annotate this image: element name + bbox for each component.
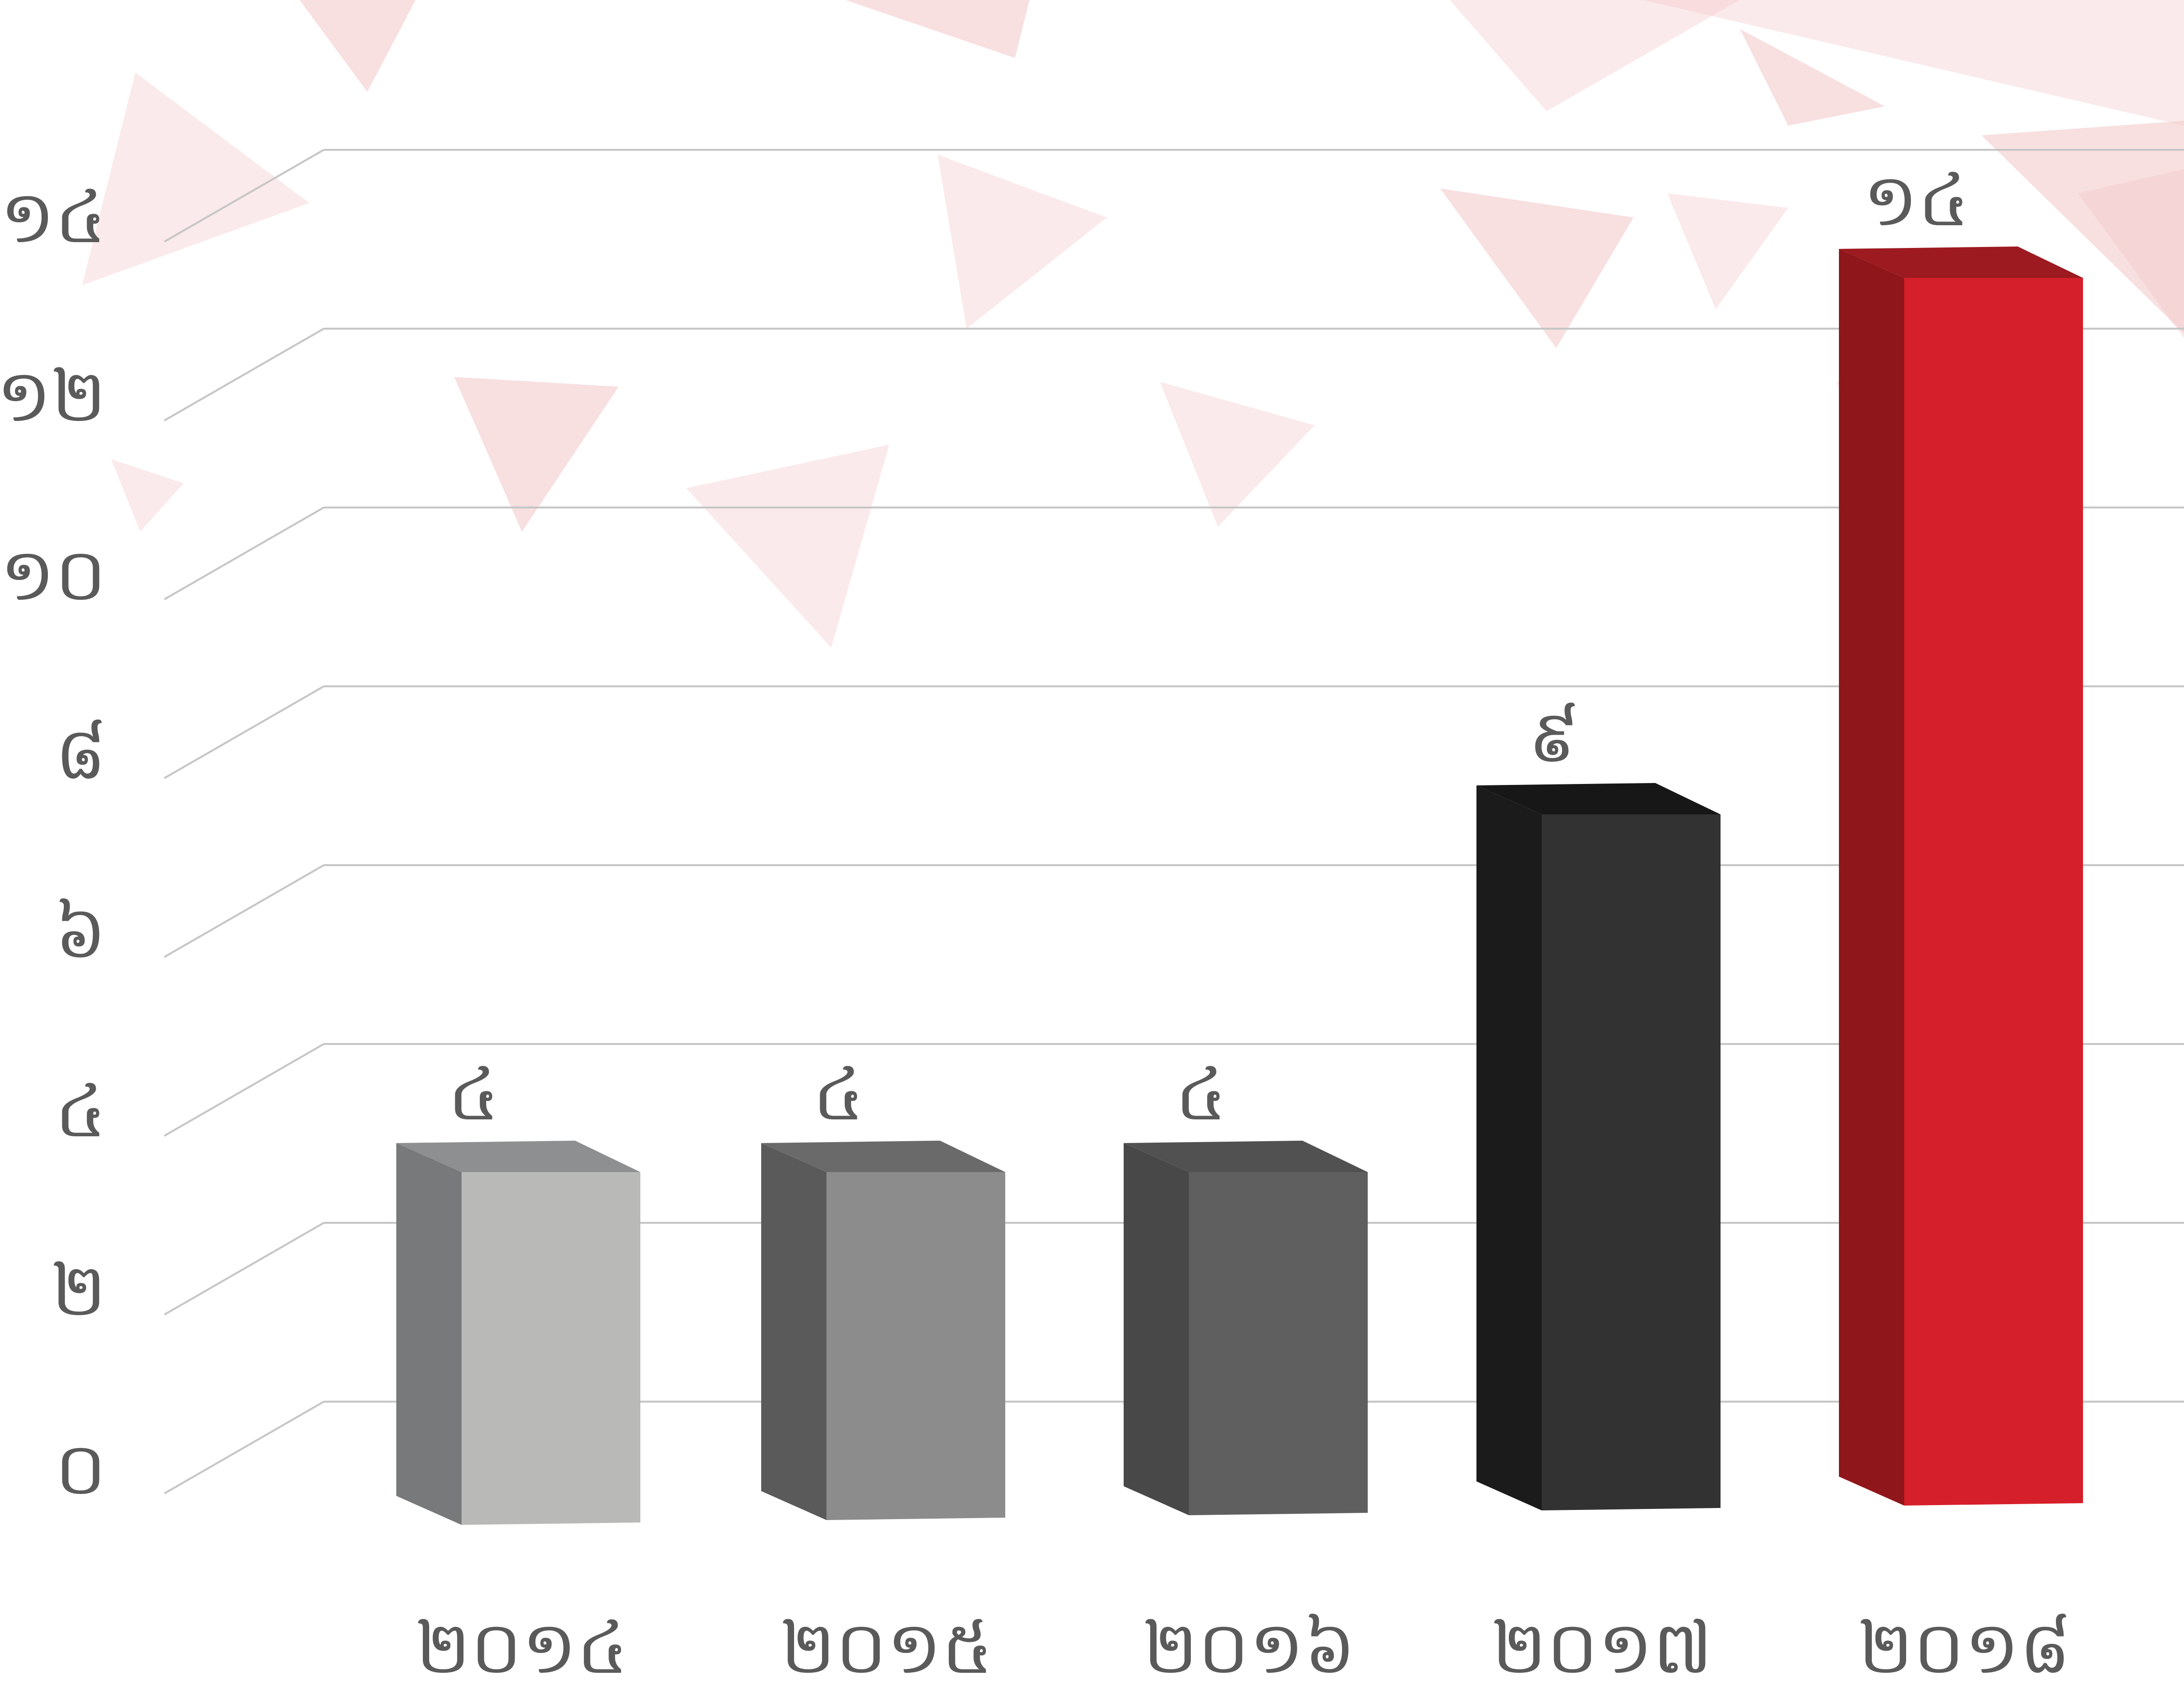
bar-front-1 — [826, 1172, 1005, 1520]
y-tick-label-7: ១៤ — [0, 175, 106, 260]
y-tick-label-4: ៨ — [55, 712, 106, 796]
value-label-2: ៤ — [1175, 1053, 1227, 1137]
bar-side-2 — [1124, 1143, 1189, 1515]
bar-front-3 — [1542, 814, 1721, 1510]
decor-triangle — [2078, 169, 2184, 338]
bars — [396, 246, 2083, 1525]
decor-triangle — [1982, 121, 2184, 333]
x-category-label-3: ២០១៧ — [1492, 1606, 1712, 1690]
y-tick-label-1: ២ — [51, 1248, 106, 1333]
x-category-label-1: ២០១៥ — [781, 1606, 993, 1690]
bar-top-4 — [1839, 246, 2083, 278]
y-tick-label-5: ១០ — [0, 533, 106, 617]
decor-triangle — [1450, 0, 1740, 111]
value-label-4: ១៤ — [1863, 159, 1969, 243]
grid-edge-0 — [164, 1401, 324, 1494]
decor-triangle — [111, 459, 184, 532]
bar-side-3 — [1476, 785, 1542, 1510]
decor-triangle — [454, 377, 619, 532]
bar-top-3 — [1476, 783, 1721, 814]
bar-front-0 — [462, 1172, 640, 1525]
y-tick-label-2: ៤ — [55, 1070, 106, 1154]
value-label-0: ៤ — [448, 1053, 499, 1137]
bar-top-2 — [1124, 1141, 1368, 1172]
decor-triangle — [686, 445, 889, 648]
decor-triangle — [300, 0, 416, 92]
x-axis-labels: ២០១៤ ២០១៥ ២០១៦ ២០១៧ ២០១៨ — [416, 1606, 2070, 1690]
bar-0 — [396, 1141, 640, 1525]
grid-edge-1 — [164, 1222, 324, 1316]
y-axis-ticks: ០ ២ ៤ ៦ ៨ ១០ ១២ ១៤ — [0, 175, 106, 1511]
x-category-label-2: ២០១៦ — [1143, 1606, 1355, 1690]
bar-front-4 — [1904, 278, 2083, 1506]
decor-triangle — [82, 72, 309, 285]
bar-front-2 — [1189, 1172, 1368, 1515]
bar-side-1 — [761, 1143, 826, 1520]
decor-triangle — [846, 0, 1029, 58]
x-category-label-0: ២០១៤ — [416, 1606, 628, 1690]
decor-triangle — [1667, 193, 1788, 309]
grid-edge-6 — [164, 328, 324, 421]
value-label-3: ៩ — [1528, 695, 1579, 779]
bar-4 — [1839, 246, 2083, 1506]
decor-triangle — [1160, 382, 1315, 527]
decor-triangle — [1740, 29, 1885, 126]
decor-triangle — [938, 155, 1107, 329]
value-label-1: ៤ — [813, 1053, 864, 1137]
bar-side-0 — [396, 1143, 462, 1525]
y-tick-label-0: ០ — [55, 1427, 106, 1511]
bar-top-0 — [396, 1141, 640, 1172]
value-labels: ៤ ៤ ៤ ៩ ១៤ — [448, 159, 1969, 1137]
y-tick-label-3: ៦ — [55, 891, 106, 975]
bar-side-4 — [1839, 249, 1904, 1506]
grid-edge-2 — [164, 1043, 324, 1137]
decor-triangle — [1440, 188, 1634, 348]
y-tick-label-6: ១២ — [0, 354, 106, 438]
grid-edge-5 — [164, 507, 324, 600]
bar-top-1 — [761, 1141, 1005, 1172]
grid-edge-7 — [164, 149, 324, 243]
grid-edge-3 — [164, 864, 324, 958]
bar-1 — [761, 1141, 1005, 1520]
grid-edge-4 — [164, 685, 324, 779]
bar-2 — [1124, 1141, 1368, 1515]
x-category-label-4: ២០១៨ — [1858, 1606, 2070, 1690]
bar-3 — [1476, 783, 1721, 1510]
decor-triangle — [1643, 0, 2184, 126]
